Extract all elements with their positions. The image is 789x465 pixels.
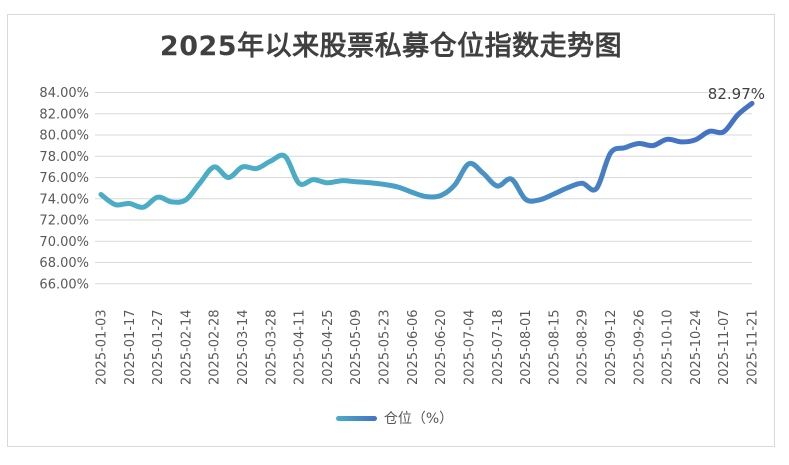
x-axis-tick-label: 2025-03-28 <box>264 309 279 385</box>
position-series-line <box>98 100 755 210</box>
x-axis-tick-label: 2025-02-28 <box>208 309 223 385</box>
y-axis-tick-label: 82.00% <box>39 107 89 122</box>
x-axis-tick-label: 2025-08-01 <box>519 309 534 385</box>
x-axis-tick-label: 2025-05-23 <box>378 309 393 385</box>
legend-line-swatch <box>335 415 377 421</box>
chart-title: 2025年以来股票私募仓位指数走势图 <box>159 31 623 62</box>
legend-series-label: 仓位（%） <box>383 411 454 427</box>
x-axis-tick-label: 2025-09-12 <box>604 309 619 385</box>
legend: 仓位（%） <box>0 408 789 428</box>
y-axis-tick-label: 74.00% <box>39 192 89 207</box>
x-axis-tick-label: 2025-08-15 <box>547 309 562 385</box>
x-axis-tick-label: 2025-01-27 <box>151 309 166 385</box>
chart-frame <box>7 14 775 447</box>
x-axis-tick-label: 2025-01-17 <box>123 309 138 385</box>
x-axis-tick-label: 2025-11-21 <box>746 309 761 385</box>
x-axis-tick-label: 2025-03-14 <box>236 309 251 385</box>
x-axis-tick-label: 2025-08-29 <box>576 309 591 385</box>
x-axis-tick-label: 2025-06-06 <box>406 309 421 385</box>
x-axis-tick-label: 2025-04-11 <box>293 309 308 385</box>
x-axis-tick-label: 2025-10-24 <box>689 309 704 385</box>
x-axis-tick-label: 2025-11-07 <box>717 309 732 385</box>
y-axis-tick-label: 72.00% <box>39 214 89 229</box>
x-axis-tick-label: 2025-07-18 <box>491 309 506 385</box>
last-point-data-label: 82.97% <box>707 85 765 103</box>
y-axis-tick-label: 76.00% <box>39 171 89 186</box>
x-axis-tick-label: 2025-05-09 <box>349 309 364 385</box>
y-axis-tick-label: 70.00% <box>39 235 89 250</box>
y-axis-tick-label: 78.00% <box>39 150 89 165</box>
y-axis-tick-label: 68.00% <box>39 256 89 271</box>
y-axis-tick-label: 80.00% <box>39 129 89 144</box>
x-axis-tick-label: 2025-06-20 <box>434 309 449 385</box>
x-axis-tick-label: 2025-02-14 <box>179 309 194 385</box>
x-axis-tick-label: 2025-10-10 <box>661 309 676 385</box>
x-axis-tick-label: 2025-04-25 <box>321 309 336 385</box>
y-axis-tick-label: 84.00% <box>39 86 89 101</box>
x-axis-tick-label: 2025-07-04 <box>463 309 478 385</box>
x-axis-tick-label: 2025-01-03 <box>95 309 110 385</box>
x-axis-tick-label: 2025-09-26 <box>632 309 647 385</box>
y-axis-tick-label: 66.00% <box>39 277 89 292</box>
